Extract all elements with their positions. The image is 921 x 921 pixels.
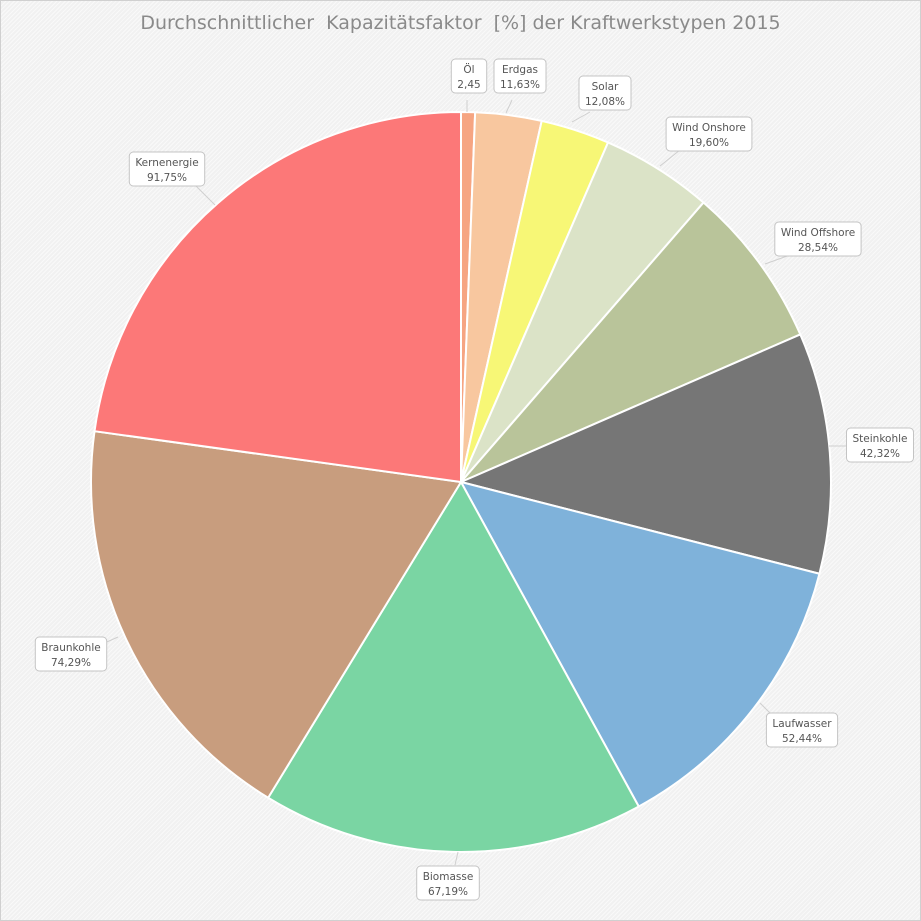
label-category: Braunkohle — [41, 642, 100, 654]
label-category: Laufwasser — [772, 718, 832, 730]
leader-line — [454, 851, 459, 866]
data-label-wind-onshore: Wind Onshore 19,60% — [659, 116, 753, 167]
label-value: 91,75% — [147, 172, 187, 184]
pie-slice-kernenergie — [93, 111, 462, 483]
leader-line — [505, 99, 513, 114]
data-label-solar: Solar 12,08% — [571, 75, 632, 123]
label-category: Solar — [592, 81, 619, 93]
leader-line — [194, 184, 216, 206]
leader-line — [659, 149, 681, 167]
data-label-steinkohle: Steinkohle 42,32% — [829, 427, 914, 463]
label-box — [416, 865, 480, 901]
label-value: 67,19% — [428, 886, 468, 898]
label-value: 52,44% — [782, 733, 822, 745]
label-value: 42,32% — [860, 448, 900, 460]
label-value: 19,60% — [689, 137, 729, 149]
pie-slice-steinkohle — [460, 333, 832, 575]
pie-slice-biomasse — [267, 481, 640, 853]
label-box — [493, 58, 547, 94]
label-value: 2,45 — [457, 79, 480, 91]
label-category: Steinkohle — [853, 433, 908, 445]
data-label-kernenergie: Kernenergie 91,75% — [128, 151, 216, 206]
data-label-oel: Öl 2,45 — [450, 58, 488, 112]
data-label-braunkohle: Braunkohle 74,29% — [34, 636, 119, 672]
label-category: Wind Offshore — [781, 227, 855, 239]
label-category: Biomasse — [423, 871, 474, 883]
label-box — [665, 116, 753, 152]
label-category: Erdgas — [502, 64, 538, 76]
label-category: Öl — [463, 63, 474, 76]
label-value: 28,54% — [798, 242, 838, 254]
data-label-wind-offshore: Wind Offshore 28,54% — [764, 221, 862, 265]
label-value: 11,63% — [500, 79, 540, 91]
pie-data-labels: Öl 2,45 Erdgas 11,63% Solar 12,08% Wind Onshor… — [34, 58, 914, 901]
label-box — [765, 712, 839, 748]
label-value: 12,08% — [585, 96, 625, 108]
pie-slice-braunkohle — [90, 430, 462, 799]
chart-title: Durchschnittlicher Kapazitätsfaktor [%] … — [140, 12, 781, 34]
label-box — [578, 75, 632, 111]
label-box — [846, 427, 914, 463]
label-box — [450, 58, 488, 94]
label-value: 74,29% — [51, 657, 91, 669]
data-label-laufwasser: Laufwasser 52,44% — [759, 702, 839, 748]
leader-line — [571, 111, 591, 123]
label-category: Kernenergie — [135, 157, 198, 169]
pie-slice-laufwasser — [460, 481, 821, 808]
data-label-erdgas: Erdgas 11,63% — [493, 58, 547, 114]
label-category: Wind Onshore — [672, 122, 746, 134]
pie-slices — [90, 110, 832, 853]
data-label-biomasse: Biomasse 67,19% — [416, 851, 480, 901]
label-box — [774, 221, 862, 257]
label-box — [128, 151, 206, 187]
pie-slice-wind-offshore — [460, 201, 802, 483]
label-box — [34, 636, 108, 672]
